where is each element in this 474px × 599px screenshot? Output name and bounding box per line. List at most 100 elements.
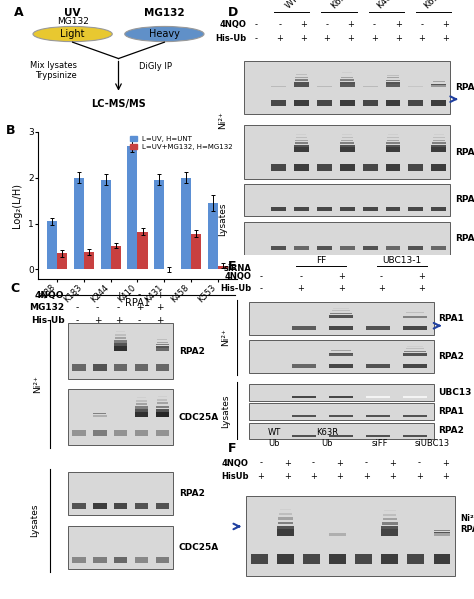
Bar [382, 527, 398, 530]
Bar [330, 313, 352, 314]
Text: +: + [283, 472, 291, 482]
Bar [403, 353, 427, 354]
Text: +: + [115, 316, 122, 325]
Text: RPA1: RPA1 [438, 407, 465, 416]
Bar [363, 99, 378, 106]
Bar [277, 530, 294, 536]
Bar [433, 140, 445, 141]
Bar [278, 518, 293, 520]
Bar [434, 533, 450, 536]
Bar [72, 430, 86, 437]
Bar [244, 125, 450, 179]
Bar [156, 406, 169, 408]
Bar [383, 514, 396, 516]
Text: +: + [300, 34, 307, 43]
Text: +: + [136, 303, 143, 312]
Text: +: + [156, 291, 164, 300]
Bar [386, 80, 400, 81]
Bar [431, 147, 447, 152]
Text: Lysates: Lysates [221, 395, 229, 428]
Text: UBC13: UBC13 [438, 388, 472, 397]
Bar [278, 522, 293, 525]
Bar [387, 137, 399, 138]
Bar [409, 86, 423, 87]
Bar [156, 403, 168, 404]
Text: -: - [138, 316, 141, 325]
Bar [135, 503, 148, 509]
Text: RPA2: RPA2 [438, 352, 465, 361]
Text: Heavy: Heavy [149, 29, 180, 39]
Text: -: - [75, 303, 78, 312]
Bar [249, 340, 434, 373]
Bar [114, 503, 128, 509]
Bar [434, 532, 450, 533]
Text: Ni²⁺: Ni²⁺ [33, 375, 42, 393]
Text: WT
Ub: WT Ub [267, 428, 281, 448]
Text: 4NQO: 4NQO [224, 273, 251, 282]
Text: -: - [259, 284, 262, 293]
Bar [47, 221, 57, 270]
Bar [68, 526, 173, 569]
Text: His-Ub: His-Ub [215, 34, 246, 43]
Bar [317, 246, 332, 250]
Text: +: + [115, 291, 122, 300]
Text: +: + [338, 284, 345, 293]
Bar [341, 77, 354, 78]
Bar [329, 364, 353, 368]
Bar [271, 207, 286, 211]
Bar [403, 354, 427, 356]
Text: -: - [255, 34, 257, 43]
Text: RPA1: RPA1 [455, 195, 474, 204]
Bar [409, 164, 423, 171]
Bar [385, 246, 401, 250]
Text: siFF: siFF [371, 439, 388, 448]
Text: RPA2: RPA2 [179, 489, 205, 498]
Bar [385, 84, 401, 87]
Text: His-Ub: His-Ub [31, 316, 64, 325]
Bar [403, 326, 427, 330]
Text: -: - [420, 20, 423, 29]
Bar [116, 331, 125, 332]
Bar [251, 555, 268, 564]
Bar [244, 222, 450, 255]
Text: +: + [156, 316, 164, 325]
Bar [366, 364, 390, 368]
Bar [431, 246, 447, 250]
Text: siUBC13: siUBC13 [415, 439, 450, 448]
Bar [249, 301, 434, 335]
Text: K6R: K6R [329, 0, 348, 10]
Bar [155, 412, 169, 417]
Bar [57, 253, 67, 270]
Bar [137, 232, 147, 270]
Text: K48R: K48R [375, 0, 398, 10]
Bar [135, 557, 148, 562]
Text: Ni²⁺: Ni²⁺ [221, 328, 229, 346]
Text: RPA1: RPA1 [455, 83, 474, 92]
Bar [356, 555, 372, 564]
Bar [128, 146, 137, 270]
Text: -: - [117, 303, 120, 312]
Text: F: F [228, 442, 236, 455]
Bar [271, 86, 286, 87]
Bar [317, 86, 332, 87]
Bar [431, 85, 447, 87]
Bar [294, 207, 309, 211]
Bar [317, 207, 332, 211]
Y-axis label: Log₂(L/H): Log₂(L/H) [12, 183, 22, 228]
Bar [329, 326, 353, 330]
Text: +: + [337, 472, 343, 482]
Bar [292, 435, 316, 437]
Bar [340, 82, 355, 83]
Text: +: + [395, 20, 401, 29]
Text: -: - [96, 291, 99, 300]
Bar [317, 164, 332, 171]
Bar [340, 164, 355, 171]
Bar [340, 145, 355, 147]
Bar [271, 246, 286, 250]
Bar [403, 396, 427, 398]
Bar [296, 134, 307, 135]
Bar [208, 203, 218, 270]
Bar [385, 145, 401, 147]
Bar [280, 509, 292, 510]
Bar [294, 145, 309, 147]
